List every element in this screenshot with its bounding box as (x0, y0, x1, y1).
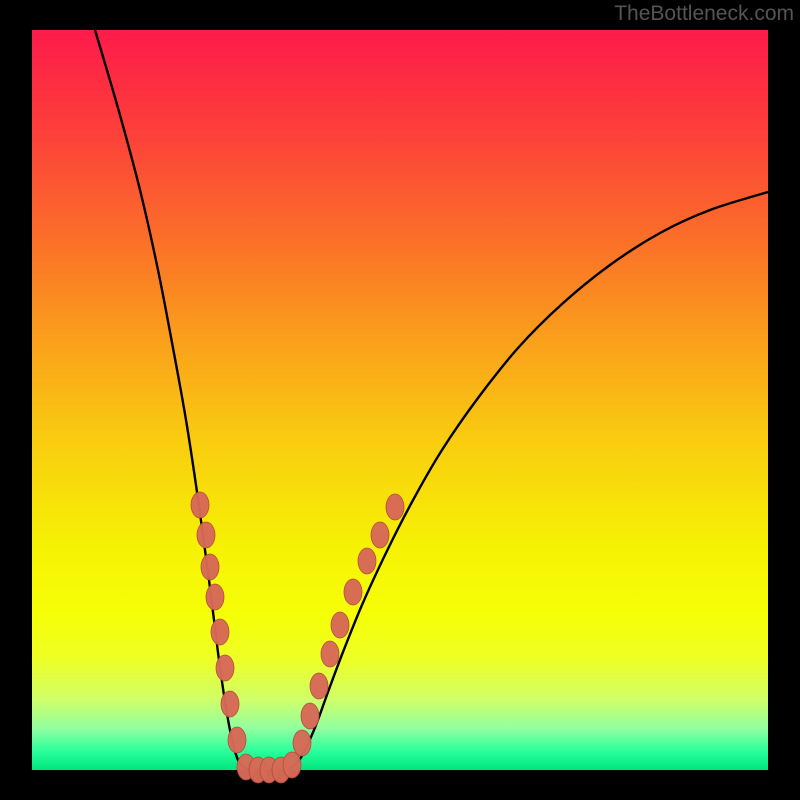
bead-marker (211, 619, 229, 645)
bead-marker (197, 522, 215, 548)
bead-marker (201, 554, 219, 580)
bead-marker (228, 727, 246, 753)
bead-marker (310, 673, 328, 699)
bead-marker (331, 612, 349, 638)
plot-background (32, 30, 768, 770)
bead-marker (321, 641, 339, 667)
bead-marker (344, 579, 362, 605)
bead-marker (216, 655, 234, 681)
bead-marker (191, 492, 209, 518)
bead-marker (283, 752, 301, 778)
bead-marker (358, 548, 376, 574)
bead-marker (371, 522, 389, 548)
bead-marker (206, 584, 224, 610)
watermark-text: TheBottleneck.com (614, 2, 794, 26)
bead-marker (386, 494, 404, 520)
bead-marker (221, 691, 239, 717)
bead-marker (293, 730, 311, 756)
chart-frame: TheBottleneck.com (0, 0, 800, 800)
bottleneck-chart (0, 0, 800, 800)
bead-marker (301, 703, 319, 729)
